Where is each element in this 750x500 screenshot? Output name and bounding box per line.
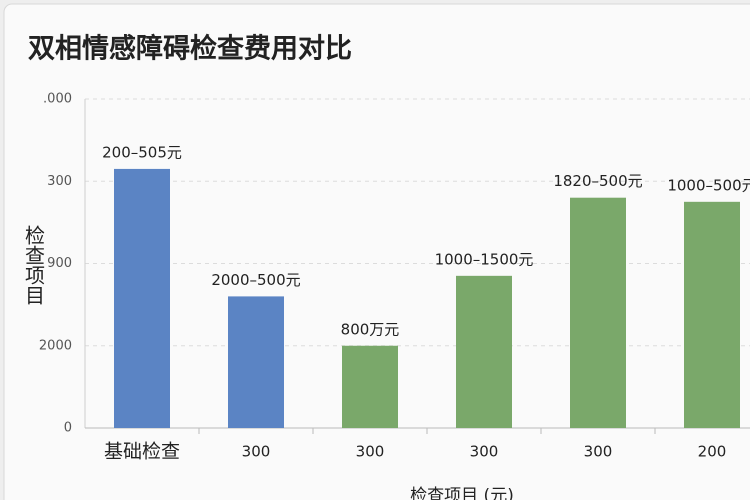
x-axis-title: 检查项目 (元): [410, 486, 514, 500]
value-label: 200–505元: [102, 143, 182, 161]
x-tick-label: 300: [242, 443, 271, 461]
panel: [3, 3, 750, 500]
y-tick-label: 300: [47, 174, 72, 189]
bar: [228, 296, 284, 428]
value-label: 1820–500元: [553, 172, 642, 190]
bar: [342, 345, 398, 428]
value-label: 800万元: [341, 320, 400, 338]
x-tick-label: 200: [698, 443, 727, 461]
value-label: 1000–500元: [667, 176, 750, 194]
x-tick-label: 300: [356, 443, 385, 461]
y-tick-label: 900: [47, 256, 72, 271]
chart-title: 双相情感障碍检查费用对比: [28, 33, 352, 65]
y-tick-label: 0: [64, 421, 72, 436]
x-tick-label: 300: [584, 443, 613, 461]
value-label: 1000–1500元: [435, 250, 534, 268]
bar: [570, 197, 626, 428]
y-axis-title: 检查项目: [22, 225, 46, 305]
value-label: 2000–500元: [211, 271, 300, 289]
y-tick-label: .000: [43, 92, 72, 107]
bar: [684, 201, 740, 428]
y-tick-label: 2000: [39, 338, 72, 353]
x-tick-label: 300: [470, 443, 499, 461]
bar: [456, 275, 512, 428]
x-tick-label: 基础检查: [104, 441, 180, 463]
bar: [114, 168, 170, 428]
